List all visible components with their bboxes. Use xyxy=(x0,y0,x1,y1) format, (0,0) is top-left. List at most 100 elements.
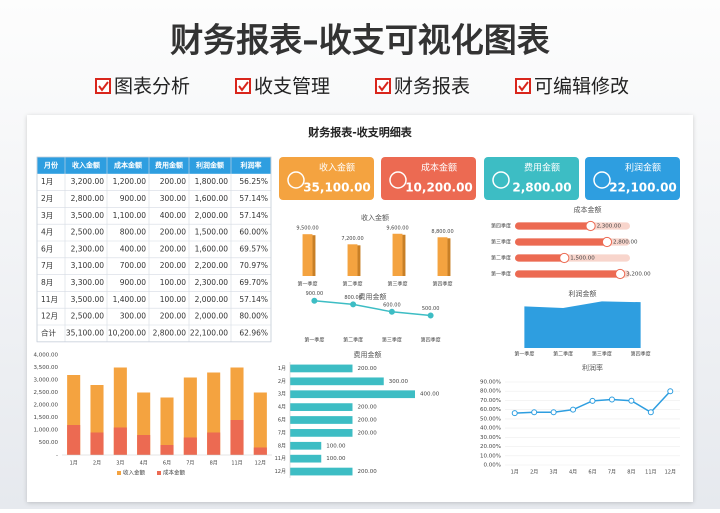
y-tick-label: 20.00% xyxy=(480,444,501,450)
table-cell: 1,800.00 xyxy=(195,177,229,186)
y-tick-label: 2,500.00 xyxy=(34,390,59,396)
bar xyxy=(347,244,358,276)
marker xyxy=(311,297,318,304)
legend-swatch xyxy=(117,471,121,475)
y-tick-label: 6月 xyxy=(278,418,286,424)
bar-end xyxy=(615,268,626,280)
table-cell: 1,400.00 xyxy=(113,295,147,304)
bar-side xyxy=(447,238,451,276)
table-cell: 400.00 xyxy=(120,244,146,253)
check-mark xyxy=(378,81,389,92)
bar-side xyxy=(312,235,316,276)
y-tick-label: 10.00% xyxy=(480,453,501,459)
table-cell: 200.00 xyxy=(160,244,186,253)
bar xyxy=(290,441,322,450)
value-label: 200.00 xyxy=(358,418,378,424)
chart-title: 收入金额 xyxy=(361,213,389,222)
bar xyxy=(437,237,448,276)
checkbox-icon xyxy=(515,78,531,94)
table-cell: 2,000.00 xyxy=(195,295,229,304)
x-tick-label: 11月 xyxy=(645,470,656,476)
tag-label: 收支管理 xyxy=(254,76,330,98)
kpi-icon xyxy=(593,171,611,189)
checkbox-icon xyxy=(375,78,391,94)
value-label: 900.00 xyxy=(306,291,324,297)
y-tick-label: 第二季度 xyxy=(491,255,511,262)
y-tick-label: - xyxy=(56,453,58,459)
bar xyxy=(290,364,353,373)
value-label: 2,300.00 xyxy=(597,224,622,230)
table-cell: 10,200.00 xyxy=(108,328,146,337)
y-tick-label: 70.00% xyxy=(480,398,501,404)
marker xyxy=(511,410,518,417)
x-tick-label: 第一季度 xyxy=(297,281,317,288)
value-label: 800.00 xyxy=(344,295,362,301)
table-cell: 200.00 xyxy=(160,177,186,186)
table-header-cell: 利润率 xyxy=(241,160,262,169)
table-cell: 1,100.00 xyxy=(113,211,147,220)
chart-title: 费用金额 xyxy=(354,350,382,359)
value-label: 500.00 xyxy=(422,306,440,312)
y-tick-label: 12月 xyxy=(275,469,286,475)
table-cell: 69.57% xyxy=(239,244,268,253)
x-tick-label: 3月 xyxy=(116,461,124,467)
marker xyxy=(647,409,654,416)
y-tick-label: 4月 xyxy=(278,405,286,411)
bar xyxy=(515,222,591,230)
table-cell: 6月 xyxy=(41,244,53,253)
y-tick-label: 2月 xyxy=(278,379,286,385)
table-cell: 57.14% xyxy=(239,211,268,220)
x-tick-label: 第一季度 xyxy=(514,351,534,358)
table-cell: 300.00 xyxy=(120,312,146,321)
y-tick-label: 50.00% xyxy=(480,416,501,422)
panel-title: 财务报表-收支明细表 xyxy=(307,125,413,139)
bar xyxy=(290,377,384,386)
table-cell: 1,500.00 xyxy=(195,228,229,237)
bar-end xyxy=(559,252,570,264)
x-tick-label: 4月 xyxy=(140,461,148,467)
x-tick-label: 第四季度 xyxy=(432,281,452,288)
table-cell: 62.96% xyxy=(239,328,268,337)
table-cell: 2,800.00 xyxy=(153,328,187,337)
kpi-label: 成本金额 xyxy=(421,162,457,174)
table-cell: 2月 xyxy=(41,194,53,203)
table-cell: 2,300.00 xyxy=(195,278,229,287)
marker xyxy=(388,308,395,315)
table-cell: 200.00 xyxy=(160,312,186,321)
value-label: 600.00 xyxy=(383,302,401,308)
table-cell: 3,100.00 xyxy=(71,261,105,270)
x-tick-label: 2月 xyxy=(530,470,538,476)
kpi-card xyxy=(585,157,680,200)
table-border xyxy=(36,156,272,343)
kpi-card xyxy=(279,157,374,200)
chart-title: 利润率 xyxy=(582,363,603,372)
kpi-card xyxy=(484,157,579,200)
x-tick-label: 第三季度 xyxy=(387,281,407,288)
table-cell: 合计 xyxy=(41,327,56,337)
table-cell: 57.14% xyxy=(239,295,268,304)
bar xyxy=(67,425,81,455)
bar-end xyxy=(585,220,596,232)
y-tick-label: 1,500.00 xyxy=(34,415,59,421)
chart-title: 利润金额 xyxy=(569,289,597,298)
table-cell: 80.00% xyxy=(239,312,268,321)
x-tick-label: 8月 xyxy=(627,470,635,476)
x-tick-label: 1月 xyxy=(70,461,78,467)
check-mark xyxy=(98,81,109,92)
x-tick-label: 7月 xyxy=(608,470,616,476)
x-tick-label: 第四季度 xyxy=(631,351,651,358)
value-label: 300.00 xyxy=(389,379,409,385)
table-cell: 7月 xyxy=(41,261,53,270)
table-cell: 300.00 xyxy=(160,194,186,203)
table-cell: 2,800.00 xyxy=(71,194,105,203)
marker xyxy=(550,409,557,416)
bar xyxy=(113,427,127,455)
tag-label: 图表分析 xyxy=(114,76,190,98)
kpi-icon xyxy=(389,171,407,189)
y-tick-label: 90.00% xyxy=(480,380,501,386)
y-tick-label: 80.00% xyxy=(480,389,501,395)
x-tick-label: 2月 xyxy=(93,461,101,467)
x-tick-label: 12月 xyxy=(665,470,676,476)
bar xyxy=(230,420,244,455)
